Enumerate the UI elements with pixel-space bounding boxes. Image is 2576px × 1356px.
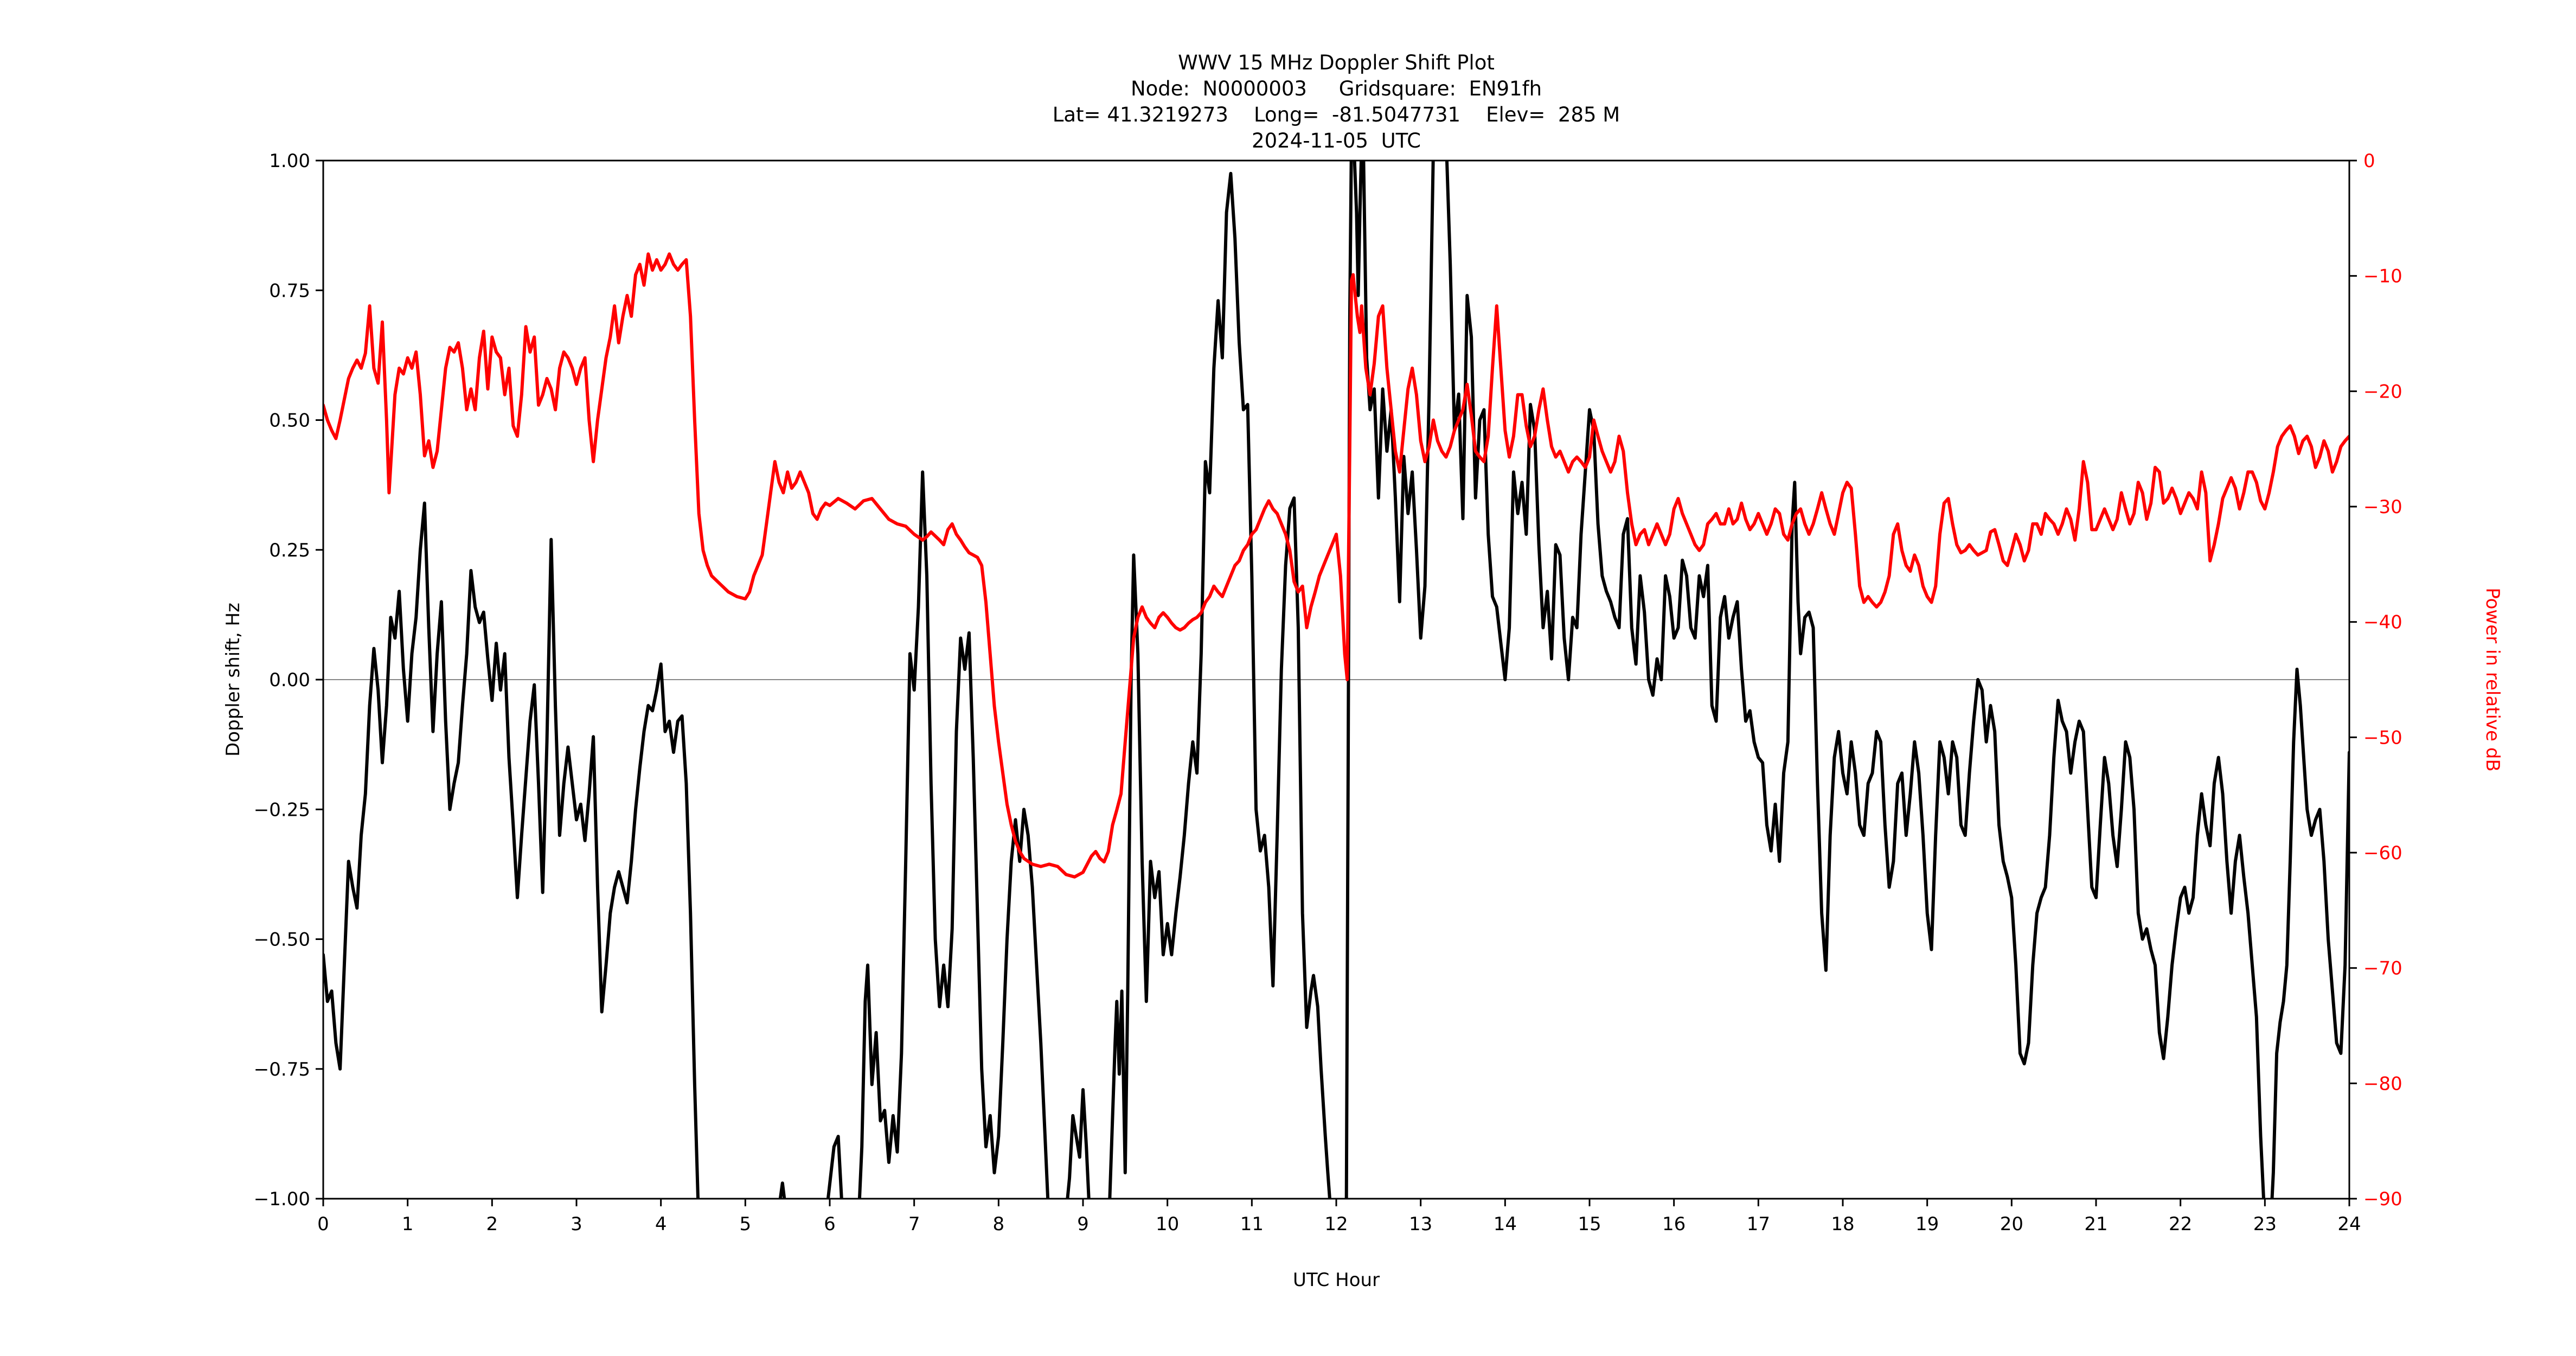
x-tick-label: 1 xyxy=(402,1213,414,1235)
right-y-tick-label: −40 xyxy=(2363,612,2402,634)
left-y-tick-label: −0.50 xyxy=(254,929,310,951)
x-tick-label: 5 xyxy=(740,1213,752,1235)
right-y-tick-label: −20 xyxy=(2363,381,2402,402)
right-y-tick-label: −10 xyxy=(2363,266,2402,287)
x-tick-label: 16 xyxy=(1662,1213,1686,1235)
x-tick-label: 24 xyxy=(2337,1213,2361,1235)
plot-subtitle-lat-long-elev: Lat= 41.3219273 Long= -81.5047731 Elev= … xyxy=(1052,103,1620,126)
plot-subtitle-node-gridsquare: Node: N0000003 Gridsquare: EN91fh xyxy=(1130,77,1542,100)
left-y-tick-label: 0.25 xyxy=(269,540,310,561)
right-y-tick-label: −90 xyxy=(2363,1188,2402,1210)
x-tick-label: 9 xyxy=(1077,1213,1089,1235)
left-y-tick-label: −0.25 xyxy=(254,799,310,821)
right-y-tick-label: 0 xyxy=(2363,150,2375,172)
x-tick-label: 13 xyxy=(1409,1213,1432,1235)
doppler-series-line xyxy=(323,161,2349,1199)
title-block: WWV 15 MHz Doppler Shift Plot Node: N000… xyxy=(323,50,2349,154)
x-tick-label: 17 xyxy=(1747,1213,1770,1235)
x-tick-label: 2 xyxy=(486,1213,498,1235)
right-y-tick-label: −60 xyxy=(2363,842,2402,864)
x-tick-label: 6 xyxy=(824,1213,836,1235)
x-tick-label: 0 xyxy=(317,1213,329,1235)
x-axis-label: UTC Hour xyxy=(1292,1269,1380,1291)
x-tick-label: 7 xyxy=(908,1213,920,1235)
x-tick-label: 23 xyxy=(2253,1213,2277,1235)
x-tick-label: 12 xyxy=(1324,1213,1348,1235)
left-y-tick-label: −0.75 xyxy=(254,1059,310,1080)
right-y-tick-label: −50 xyxy=(2363,727,2402,749)
x-tick-label: 21 xyxy=(2084,1213,2107,1235)
x-tick-label: 22 xyxy=(2169,1213,2192,1235)
right-y-tick-label: −70 xyxy=(2363,958,2402,980)
x-tick-label: 4 xyxy=(655,1213,667,1235)
x-tick-label: 11 xyxy=(1240,1213,1264,1235)
plot-subtitle-date: 2024-11-05 UTC xyxy=(1252,129,1421,152)
x-tick-label: 20 xyxy=(2000,1213,2023,1235)
x-tick-label: 10 xyxy=(1156,1213,1179,1235)
right-y-tick-label: −80 xyxy=(2363,1073,2402,1095)
left-y-tick-label: −1.00 xyxy=(254,1188,310,1210)
right-y-tick-label: −30 xyxy=(2363,496,2402,518)
plot-title: WWV 15 MHz Doppler Shift Plot xyxy=(1178,51,1495,74)
x-tick-label: 19 xyxy=(1915,1213,1939,1235)
x-tick-label: 14 xyxy=(1494,1213,1517,1235)
left-y-tick-label: 0.50 xyxy=(269,410,310,432)
left-y-tick-label: 0.75 xyxy=(269,280,310,302)
x-tick-label: 8 xyxy=(993,1213,1005,1235)
x-tick-label: 3 xyxy=(571,1213,582,1235)
power-series-line xyxy=(323,252,2349,879)
x-tick-label: 15 xyxy=(1578,1213,1601,1235)
left-y-tick-label: 1.00 xyxy=(269,150,310,172)
x-tick-label: 18 xyxy=(1831,1213,1854,1235)
left-y-tick-label: 0.00 xyxy=(269,669,310,691)
